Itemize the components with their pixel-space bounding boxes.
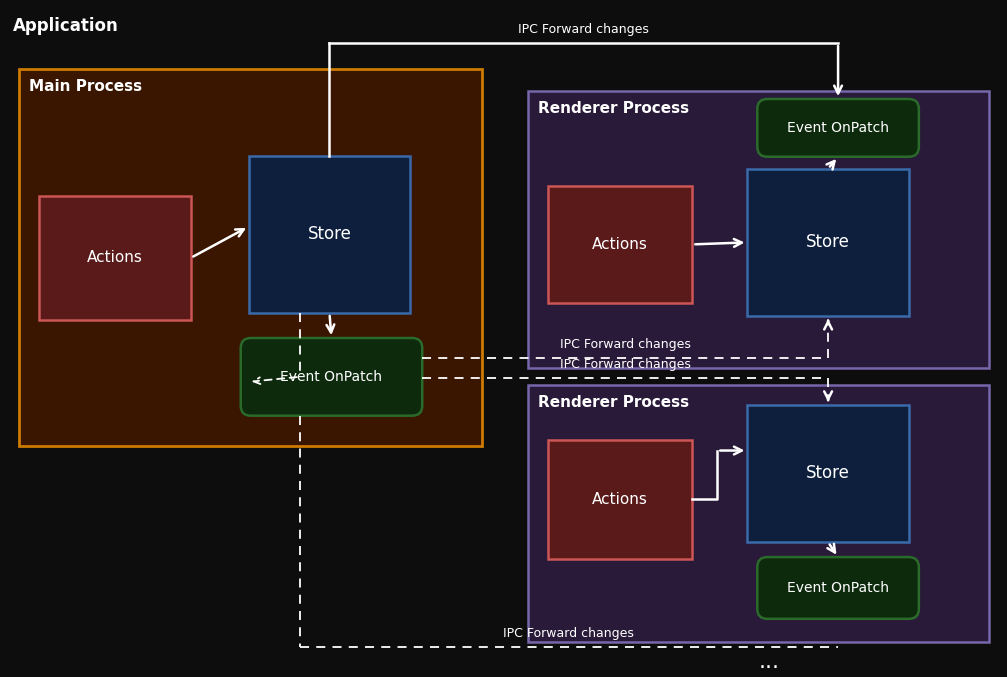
Text: Application: Application (13, 18, 119, 35)
FancyBboxPatch shape (757, 99, 918, 157)
Bar (747, 405, 909, 542)
Bar (548, 185, 693, 303)
FancyBboxPatch shape (757, 557, 918, 619)
Text: Main Process: Main Process (29, 79, 142, 94)
Bar (548, 439, 693, 559)
Text: Renderer Process: Renderer Process (538, 101, 689, 116)
Text: IPC Forward changes: IPC Forward changes (560, 338, 691, 351)
Text: Store: Store (307, 225, 351, 244)
Text: IPC Forward changes: IPC Forward changes (560, 358, 691, 371)
Bar (528, 385, 989, 642)
Bar (19, 69, 482, 445)
Text: Store: Store (807, 464, 850, 483)
Bar (39, 196, 191, 320)
Bar (528, 91, 989, 368)
Text: Event OnPatch: Event OnPatch (787, 581, 889, 595)
Text: Actions: Actions (592, 492, 649, 507)
FancyBboxPatch shape (241, 338, 422, 416)
Text: Renderer Process: Renderer Process (538, 395, 689, 410)
Bar (249, 156, 410, 313)
Text: Event OnPatch: Event OnPatch (787, 121, 889, 135)
Text: IPC Forward changes: IPC Forward changes (519, 23, 650, 37)
Bar (747, 169, 909, 316)
Text: ...: ... (758, 652, 779, 672)
Text: Store: Store (807, 234, 850, 251)
Text: IPC Forward changes: IPC Forward changes (504, 627, 634, 640)
Text: Actions: Actions (592, 237, 649, 252)
Text: Event OnPatch: Event OnPatch (281, 370, 383, 384)
Text: Actions: Actions (88, 250, 143, 265)
